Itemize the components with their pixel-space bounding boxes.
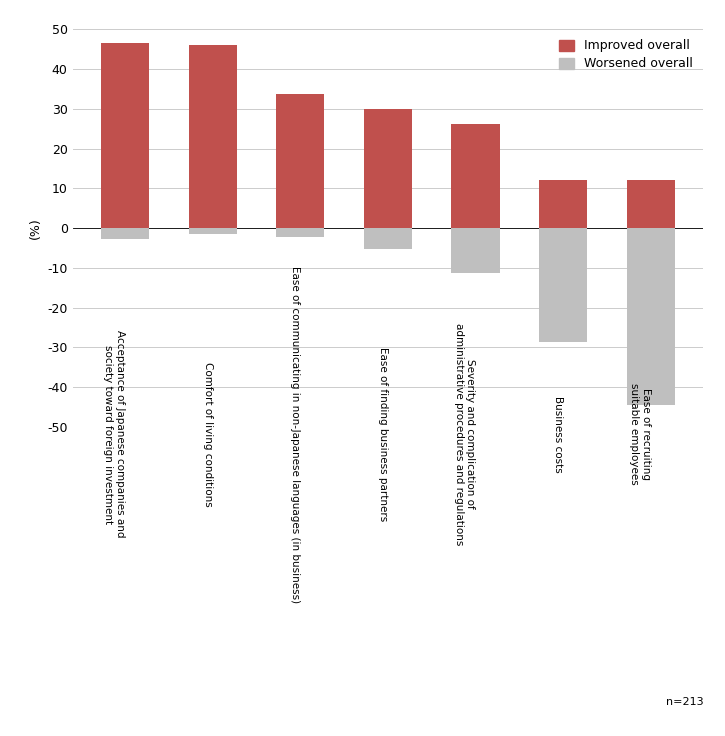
Text: Ease of finding business partners: Ease of finding business partners bbox=[378, 347, 388, 521]
Bar bbox=[626, 228, 675, 406]
Bar bbox=[188, 46, 237, 228]
Text: Acceptance of Japanese companies and
society toward foreign investment: Acceptance of Japanese companies and soc… bbox=[104, 330, 125, 538]
Bar bbox=[626, 180, 675, 228]
Bar bbox=[452, 124, 500, 228]
Bar bbox=[539, 228, 587, 342]
Text: n=213: n=213 bbox=[666, 696, 703, 707]
Bar bbox=[539, 180, 587, 228]
Bar bbox=[101, 43, 149, 228]
Text: Ease of communicating in non-Japanese languages (in business): Ease of communicating in non-Japanese la… bbox=[290, 266, 300, 603]
Text: Ease of recruiting
suitable employees: Ease of recruiting suitable employees bbox=[629, 383, 651, 485]
Text: Business costs: Business costs bbox=[553, 396, 563, 473]
Bar bbox=[276, 228, 324, 237]
Text: Severity and complication of
administrative procedures and regulations: Severity and complication of administrat… bbox=[454, 323, 476, 545]
Bar bbox=[452, 228, 500, 273]
Bar bbox=[364, 228, 412, 249]
Text: Comfort of living conditions: Comfort of living conditions bbox=[203, 362, 212, 506]
Bar bbox=[276, 93, 324, 228]
Bar bbox=[364, 109, 412, 228]
Bar bbox=[188, 228, 237, 234]
Legend: Improved overall, Worsened overall: Improved overall, Worsened overall bbox=[555, 35, 697, 74]
Bar bbox=[101, 228, 149, 239]
Y-axis label: (%): (%) bbox=[28, 217, 41, 239]
